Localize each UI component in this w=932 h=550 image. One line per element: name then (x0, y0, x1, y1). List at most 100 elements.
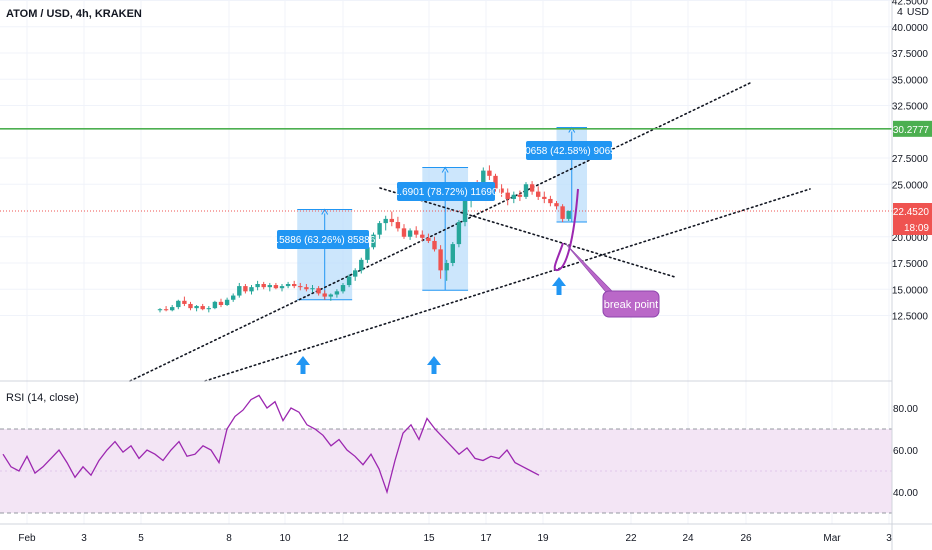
price-axis[interactable]: 42.5000 40.0000 37.5000 35.0000 32.5000 27.50… (892, 0, 929, 323)
candle-body (560, 206, 565, 219)
candle (377, 221, 382, 239)
candle (212, 300, 218, 310)
time-tick-label: 5 (138, 533, 144, 544)
candle-body (444, 263, 449, 271)
measure-arrowhead (321, 208, 329, 215)
candle-body (517, 194, 523, 197)
time-axis[interactable]: Feb 3 5 8 10 12 15 17 19 22 24 26 Mar 3 (18, 533, 892, 544)
time-tick-label: Feb (18, 533, 36, 544)
trend-lines[interactable] (0, 82, 892, 382)
candle-body (432, 240, 437, 250)
candle (157, 308, 163, 313)
time-tick-label: 24 (682, 533, 694, 544)
projection-curve[interactable] (553, 188, 579, 271)
price-tags: 30.2777 22.4520 18:09 (893, 120, 932, 236)
candle-body (420, 234, 425, 238)
candle (389, 211, 394, 227)
candle-body (554, 203, 559, 207)
candle-body (523, 184, 529, 197)
rsi-band (0, 428, 892, 514)
candle-body (401, 228, 407, 237)
measure-label: 8.5886 (63.26%) 85886 (271, 235, 376, 246)
descending-resistance-line[interactable] (379, 187, 676, 278)
candle-body (194, 306, 199, 309)
price-tick-label: 40.0000 (892, 23, 929, 34)
candle (542, 191, 547, 204)
up-arrow-icon (552, 277, 566, 295)
candle (493, 173, 498, 192)
time-tick-label: 12 (337, 533, 349, 544)
candle-body (231, 295, 236, 300)
countdown-tag-bg (893, 219, 932, 236)
candle-body (249, 287, 254, 292)
candle-body (536, 191, 541, 197)
candle (560, 204, 565, 223)
candle (237, 282, 242, 298)
candle (194, 305, 199, 312)
time-tick-label: Mar (823, 533, 841, 544)
price-tick-label: 37.5000 (892, 49, 929, 60)
candle-body (456, 222, 462, 245)
candle-body (206, 308, 211, 310)
candle (462, 196, 468, 227)
candle (267, 282, 272, 292)
candle-body (395, 222, 401, 229)
candles (157, 165, 571, 313)
candle-body (493, 175, 498, 189)
candle-body (334, 291, 340, 295)
candle (328, 293, 333, 301)
up-arrow-icon (296, 356, 310, 374)
candle-body (182, 300, 187, 304)
candle-body (511, 194, 516, 199)
candle (426, 233, 431, 244)
candle-body (285, 284, 291, 287)
candle-body (267, 285, 272, 288)
candle (444, 259, 449, 281)
time-tick-label: 19 (537, 533, 549, 544)
price-tick-label: 20.0000 (892, 233, 929, 244)
rsi-axis[interactable]: 80.00 60.00 40.00 (893, 404, 918, 499)
candle (517, 190, 523, 202)
candle-body (340, 285, 346, 292)
candle (310, 285, 315, 293)
candle-body (273, 285, 279, 289)
candle (261, 281, 266, 290)
candle-body (261, 284, 266, 288)
candle-body (310, 288, 315, 290)
candle (523, 182, 529, 199)
candle (231, 293, 236, 302)
candle (554, 201, 559, 210)
candle (292, 280, 297, 289)
candle-body (450, 244, 455, 263)
candle-body (298, 286, 303, 288)
callout-box[interactable] (602, 290, 660, 318)
candle-body (414, 230, 419, 235)
time-tick-label: 10 (279, 533, 291, 544)
candle (188, 301, 193, 311)
candle-body (499, 188, 504, 193)
candle (511, 191, 516, 204)
upper-channel-line[interactable] (129, 82, 751, 382)
candle-body (548, 198, 553, 204)
candle (420, 230, 425, 241)
resistance-price-tag: 30.2777 (893, 125, 930, 136)
candle-body (224, 299, 230, 305)
candle-body (426, 237, 431, 241)
time-tick-label: 15 (423, 533, 435, 544)
measure-arrowhead (568, 126, 576, 133)
candle-body (365, 247, 370, 260)
last-price-tag-bg (893, 203, 932, 220)
time-tick-label: 3 (81, 533, 87, 544)
candle-body (328, 294, 333, 297)
candle-body (200, 306, 205, 310)
candle (383, 215, 388, 231)
candle-body (377, 223, 382, 235)
candle-body (188, 303, 193, 309)
annotations[interactable]: break point 8.5886 (63.26%) 85886 11.6901 … (271, 141, 660, 374)
candle (316, 286, 321, 296)
candle (414, 226, 419, 238)
candle (224, 297, 230, 307)
candle-body (389, 218, 394, 223)
rsi-series-line (2, 394, 540, 495)
